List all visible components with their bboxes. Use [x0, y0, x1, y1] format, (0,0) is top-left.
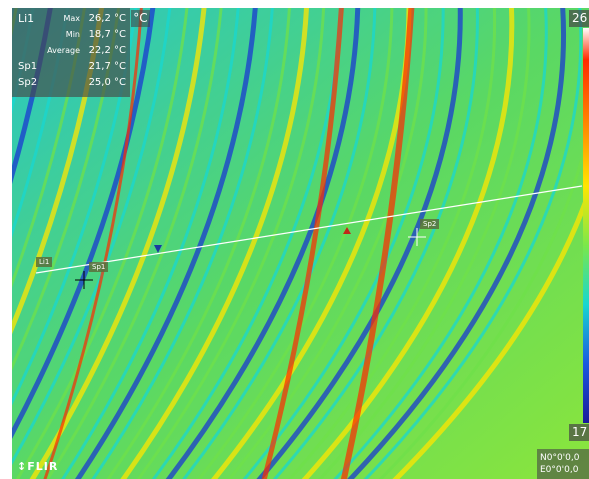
average-value: 22,2 °C — [88, 45, 126, 56]
min-marker-icon — [154, 245, 162, 253]
measurement-overlay — [35, 185, 583, 289]
color-scale-bar — [583, 28, 589, 423]
thermal-stripe — [12, 8, 172, 466]
thermal-image[interactable] — [12, 8, 589, 479]
scale-min-label: 17 — [569, 424, 589, 441]
readout-sp2-row: Sp2 25,0 °C — [12, 77, 130, 89]
min-value: 18,7 °C — [88, 29, 126, 40]
spot1-crosshair-icon[interactable] — [75, 271, 93, 289]
measurement-readout-panel: Li1 Max 26,2 °C Min 18,7 °C Average 22,2… — [12, 8, 130, 97]
scale-max-label: 26 — [569, 10, 589, 27]
thermal-stripe — [61, 8, 240, 479]
readout-sp1-row: Sp1 21,7 °C — [12, 61, 130, 73]
measurement-line[interactable] — [35, 185, 583, 274]
thermal-stripe — [318, 8, 531, 479]
thermal-stripe — [227, 8, 428, 479]
line-tag: Li1 — [36, 257, 53, 267]
thermal-hot-stripe — [340, 8, 415, 479]
gps-longitude: E0°0'0,0 — [540, 465, 579, 475]
sp1-label: Sp1 — [18, 61, 38, 72]
thermal-stripes — [12, 8, 589, 479]
thermal-stripe — [242, 8, 445, 479]
gps-latitude: N0°0'0,0 — [540, 453, 580, 463]
unit-indicator: °C — [131, 10, 150, 27]
max-marker-icon — [343, 227, 351, 234]
thermal-stripe — [12, 8, 156, 439]
min-label: Min — [65, 30, 80, 39]
thermal-hot-stripe — [261, 8, 344, 479]
thermal-stripe — [333, 8, 548, 479]
thermal-stripe — [45, 8, 223, 479]
readout-max-row: Li1 Max 26,2 °C — [12, 13, 130, 25]
thermal-stripe — [120, 8, 309, 479]
sp2-label: Sp2 — [18, 77, 38, 88]
thermal-stripe — [182, 8, 377, 479]
flir-logo: ↕FLIR — [17, 460, 59, 473]
gps-coordinates: N0°0'0,0 E0°0'0,0 — [537, 449, 589, 479]
thermal-stripe — [256, 8, 463, 479]
line-label: Li1 — [18, 12, 35, 25]
thermal-stripe — [136, 8, 326, 479]
thermal-hot-stripe — [43, 8, 143, 479]
readout-average-row: Average 22,2 °C — [12, 45, 130, 57]
thermal-stripe — [272, 8, 479, 479]
thermal-stripe — [29, 8, 207, 479]
thermal-stripe — [363, 8, 583, 479]
thermal-stripe — [287, 8, 497, 479]
max-label: Max — [63, 14, 80, 23]
thermal-stripe — [165, 8, 361, 479]
thermal-stripe — [74, 8, 258, 479]
thermal-stripe — [91, 8, 274, 479]
sp2-value: 25,0 °C — [88, 77, 126, 88]
thermal-stripe — [392, 184, 589, 479]
readout-min-row: Min 18,7 °C — [12, 29, 130, 41]
thermal-stripe — [197, 8, 394, 479]
thermal-stripe — [15, 8, 189, 479]
thermal-stripe — [378, 120, 589, 479]
thermal-stripe — [347, 8, 567, 479]
sp2-tag: Sp2 — [420, 219, 440, 229]
sp1-value: 21,7 °C — [88, 61, 126, 72]
average-label: Average — [47, 46, 80, 55]
max-value: 26,2 °C — [88, 13, 126, 24]
spot2-crosshair-icon[interactable] — [408, 228, 426, 246]
sp1-tag: Sp1 — [89, 262, 109, 272]
